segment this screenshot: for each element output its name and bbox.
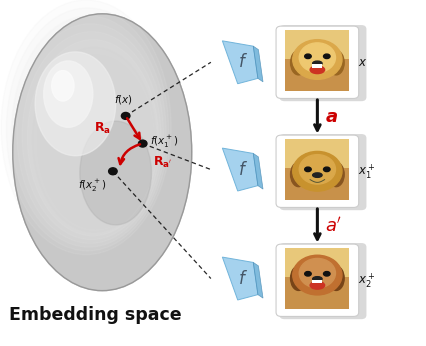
Ellipse shape xyxy=(328,266,344,290)
Ellipse shape xyxy=(299,155,336,184)
Text: $f(x_1^+)$: $f(x_1^+)$ xyxy=(150,134,179,149)
Polygon shape xyxy=(253,262,263,298)
FancyBboxPatch shape xyxy=(312,280,322,283)
Ellipse shape xyxy=(43,63,151,225)
Text: $x_1^+$: $x_1^+$ xyxy=(358,162,375,181)
Ellipse shape xyxy=(52,71,74,101)
Ellipse shape xyxy=(12,16,166,247)
FancyBboxPatch shape xyxy=(279,25,366,101)
Ellipse shape xyxy=(291,162,307,186)
Ellipse shape xyxy=(80,121,152,225)
Text: $f$: $f$ xyxy=(238,161,248,179)
Text: $f(x_2^+)$: $f(x_2^+)$ xyxy=(78,177,106,194)
Ellipse shape xyxy=(13,14,192,291)
Text: $f$: $f$ xyxy=(238,270,248,288)
FancyBboxPatch shape xyxy=(285,143,349,200)
FancyBboxPatch shape xyxy=(285,248,349,277)
Ellipse shape xyxy=(54,79,146,217)
Polygon shape xyxy=(222,257,258,300)
Ellipse shape xyxy=(305,167,311,172)
Text: Embedding space: Embedding space xyxy=(9,306,181,324)
Polygon shape xyxy=(253,154,263,189)
Ellipse shape xyxy=(328,162,344,186)
Ellipse shape xyxy=(323,272,330,276)
Ellipse shape xyxy=(6,8,169,251)
Ellipse shape xyxy=(310,66,325,74)
FancyBboxPatch shape xyxy=(285,139,349,168)
Ellipse shape xyxy=(59,87,143,213)
Ellipse shape xyxy=(305,54,311,58)
Text: $x_2^+$: $x_2^+$ xyxy=(358,271,375,290)
Ellipse shape xyxy=(293,255,342,295)
Text: $\mathbf{R_a}$: $\mathbf{R_a}$ xyxy=(94,120,111,136)
FancyBboxPatch shape xyxy=(276,135,359,208)
Polygon shape xyxy=(253,46,263,82)
FancyArrowPatch shape xyxy=(127,118,140,139)
Ellipse shape xyxy=(293,152,342,191)
Polygon shape xyxy=(222,148,258,191)
Ellipse shape xyxy=(313,173,322,177)
FancyBboxPatch shape xyxy=(285,252,349,309)
FancyArrowPatch shape xyxy=(118,144,140,164)
Text: $\mathbf{R_{a'}}$: $\mathbf{R_{a'}}$ xyxy=(153,155,173,170)
FancyBboxPatch shape xyxy=(279,243,366,319)
Ellipse shape xyxy=(35,52,115,156)
Ellipse shape xyxy=(305,272,311,276)
Ellipse shape xyxy=(323,54,330,58)
Polygon shape xyxy=(222,41,258,84)
Ellipse shape xyxy=(48,71,148,221)
Text: $f$: $f$ xyxy=(238,53,248,71)
Circle shape xyxy=(121,112,130,119)
Ellipse shape xyxy=(1,0,171,255)
Ellipse shape xyxy=(313,277,322,281)
FancyBboxPatch shape xyxy=(312,64,322,68)
Ellipse shape xyxy=(291,266,307,290)
FancyBboxPatch shape xyxy=(285,34,349,91)
FancyBboxPatch shape xyxy=(276,244,359,316)
Ellipse shape xyxy=(310,282,325,289)
FancyBboxPatch shape xyxy=(285,30,349,59)
Ellipse shape xyxy=(291,51,307,75)
FancyBboxPatch shape xyxy=(279,134,366,210)
Circle shape xyxy=(138,140,147,147)
Text: $\boldsymbol{a'}$: $\boldsymbol{a'}$ xyxy=(325,216,342,235)
FancyBboxPatch shape xyxy=(276,26,359,99)
Ellipse shape xyxy=(43,61,93,127)
Ellipse shape xyxy=(38,55,153,228)
Ellipse shape xyxy=(293,40,342,79)
Ellipse shape xyxy=(328,51,344,75)
Text: $\boldsymbol{a}$: $\boldsymbol{a}$ xyxy=(325,108,338,126)
Ellipse shape xyxy=(27,39,158,236)
Ellipse shape xyxy=(323,167,330,172)
Ellipse shape xyxy=(299,258,336,288)
Circle shape xyxy=(109,168,117,175)
Ellipse shape xyxy=(313,61,322,66)
Text: $f(x)$: $f(x)$ xyxy=(114,93,133,106)
Ellipse shape xyxy=(17,24,164,243)
Ellipse shape xyxy=(22,31,161,240)
Ellipse shape xyxy=(299,43,336,72)
Text: $x$: $x$ xyxy=(358,56,367,69)
Ellipse shape xyxy=(32,47,156,232)
